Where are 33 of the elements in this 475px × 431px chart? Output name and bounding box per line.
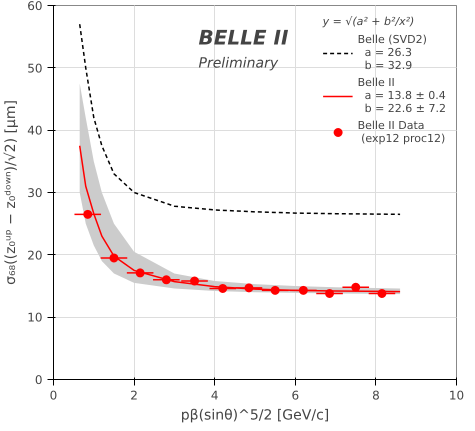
x-axis-title: pβ(sinθ)^5/2 [GeV/c]: [180, 408, 330, 424]
y-tick-label: 30: [27, 186, 43, 200]
point: [377, 288, 386, 298]
point: [351, 282, 360, 292]
x-tick-label: 0: [50, 388, 58, 402]
x-tick-label: 6: [291, 388, 300, 402]
y-tick-label: 60: [27, 0, 43, 13]
point: [83, 210, 92, 219]
y-axis-title: σ₆₈((z₀ᵘᵖ − z₀ᵈᵒʷⁿ)/√2) [μm]: [3, 100, 20, 285]
point: [298, 286, 308, 295]
point: [244, 283, 254, 292]
annotation: BELLE II: [198, 26, 289, 50]
point: [109, 253, 118, 262]
legend-label: Belle II a = 13.8 ± 0.4 b = 22.6 ± 7.2: [358, 76, 446, 115]
y-tick-label: 20: [27, 248, 43, 262]
x-tick-label: 4: [210, 388, 219, 402]
x-tick-label: 8: [372, 388, 380, 402]
legend-label: Belle II Data (exp12 proc12): [358, 119, 446, 145]
point: [162, 275, 171, 284]
point: [325, 288, 334, 298]
y-tick-label: 10: [27, 310, 43, 325]
x-tick-label: 10: [448, 388, 464, 402]
point: [190, 276, 200, 286]
y-tick-label: 40: [27, 124, 43, 138]
legend-label: Belle (SVD2) a = 26.3 b = 32.9: [358, 33, 427, 72]
y-tick-label: 0: [34, 373, 43, 387]
x-tick-label: 2: [130, 388, 138, 402]
y-tick-label: 50: [27, 61, 43, 76]
point: [218, 284, 228, 293]
point: [270, 286, 280, 295]
legend-title: y = √(a² + b²/x²): [322, 15, 416, 28]
annotation: Preliminary: [198, 56, 279, 72]
point: [136, 268, 145, 278]
